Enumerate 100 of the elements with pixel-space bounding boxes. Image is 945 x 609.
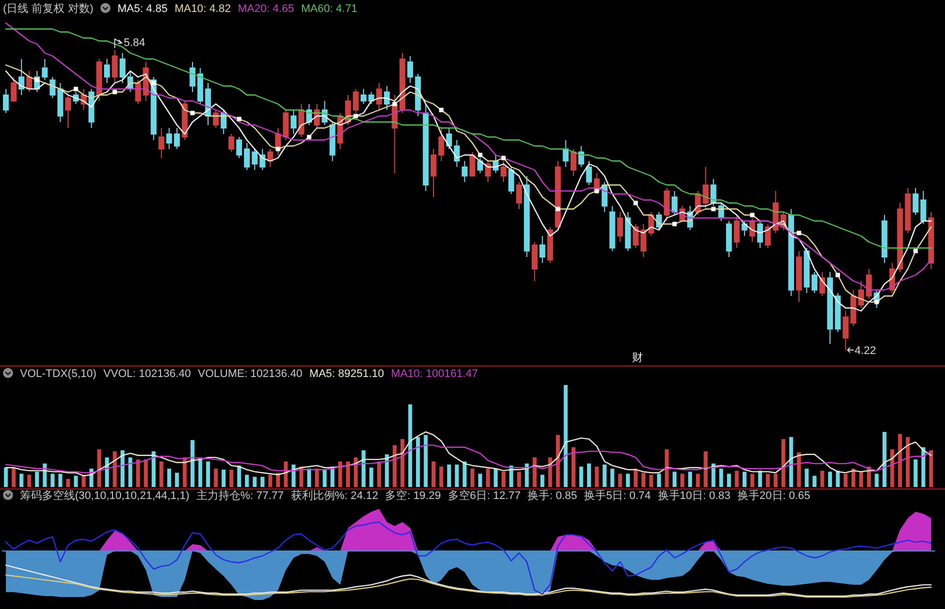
bar: [4, 468, 8, 487]
candlestick: [834, 292, 841, 332]
point: [913, 248, 918, 254]
chart-title: (日线 前复权 对数): [3, 2, 94, 15]
text: MA5: 4.85: [117, 3, 168, 15]
bar: [517, 472, 521, 487]
candlestick: [710, 178, 716, 206]
candlestick: [500, 160, 506, 182]
bar: [898, 434, 902, 487]
candlestick: [672, 190, 678, 216]
bar: [564, 385, 568, 487]
bar: [400, 439, 404, 487]
point: [796, 230, 802, 236]
bar: [781, 439, 786, 487]
text: 多空6日: 12.77: [448, 489, 521, 502]
bar: [719, 468, 724, 487]
bar: [35, 472, 39, 487]
candlestick: [508, 166, 514, 194]
bar: [439, 466, 444, 487]
bar: [626, 474, 630, 487]
bar: [502, 472, 506, 487]
point: [556, 206, 560, 212]
candlestick: [2, 88, 9, 114]
candlestick: [228, 134, 234, 152]
bar: [680, 474, 684, 487]
chart-title: VOL-TDX(5,10): [20, 368, 96, 380]
candlestick: [352, 88, 359, 114]
candlestick: [547, 226, 554, 264]
bar: [548, 457, 552, 487]
bar: [540, 474, 544, 487]
bar: [711, 464, 716, 487]
bar: [696, 474, 700, 487]
candlestick: [485, 160, 491, 182]
candlestick: [524, 176, 530, 258]
candlestick: [516, 182, 522, 210]
candlestick: [912, 188, 918, 216]
bar: [276, 472, 280, 487]
bar: [392, 445, 397, 487]
candlestick: [18, 58, 24, 96]
candlestick: [438, 128, 444, 162]
candlestick: [897, 202, 903, 272]
candlestick: [827, 272, 833, 344]
bar: [486, 468, 490, 487]
candlestick: [174, 128, 180, 150]
bar: [346, 462, 350, 487]
bar: [796, 452, 801, 487]
bar: [369, 468, 374, 487]
candlestick: [562, 140, 569, 168]
candlestick: [757, 220, 763, 248]
candlestick: [624, 212, 631, 252]
bar: [136, 459, 140, 487]
bar: [672, 472, 676, 487]
candlestick: [928, 212, 934, 270]
text: MA20: 4.65: [238, 3, 294, 15]
text: MA10: 4.82: [174, 3, 231, 15]
candlestick: [10, 76, 17, 102]
text: MA10: 100161.47: [391, 368, 478, 380]
bar: [260, 476, 264, 487]
candlestick: [42, 58, 48, 80]
point: [594, 188, 599, 194]
bar: [727, 474, 731, 487]
point: [306, 134, 312, 140]
text: 换手5日: 0.74: [584, 489, 651, 502]
candlestick: [244, 142, 250, 170]
candlestick: [578, 146, 584, 168]
text: 5.84: [124, 37, 146, 49]
bar: [774, 474, 778, 487]
bar: [307, 468, 312, 487]
candlestick: [50, 76, 56, 98]
bar: [74, 476, 78, 487]
bar: [322, 470, 327, 487]
bar: [432, 462, 436, 487]
candlestick: [368, 92, 374, 104]
candlestick: [632, 224, 639, 248]
candlestick: [290, 110, 296, 134]
bar: [167, 468, 172, 487]
text: 获利比例%: 24.12: [290, 489, 378, 502]
candlestick: [88, 88, 94, 128]
bar: [820, 470, 824, 487]
bar: [252, 476, 257, 487]
bar: [641, 472, 646, 487]
candlestick: [135, 80, 141, 104]
candlestick: [586, 160, 592, 186]
candlestick: [158, 128, 164, 158]
bar: [362, 450, 366, 487]
bar: [66, 478, 70, 487]
bar: [742, 472, 746, 487]
bar: [704, 451, 708, 487]
candlestick: [282, 110, 289, 140]
bar: [447, 464, 452, 487]
bar: [572, 447, 576, 487]
text: 换手10日: 0.83: [658, 489, 731, 502]
point: [112, 90, 117, 94]
bar: [874, 474, 879, 487]
candlestick: [462, 160, 468, 182]
bar: [556, 434, 560, 487]
bar: [229, 470, 234, 487]
bar: [914, 459, 918, 487]
text: 多空: 19.29: [385, 489, 441, 502]
candlestick: [446, 128, 452, 150]
